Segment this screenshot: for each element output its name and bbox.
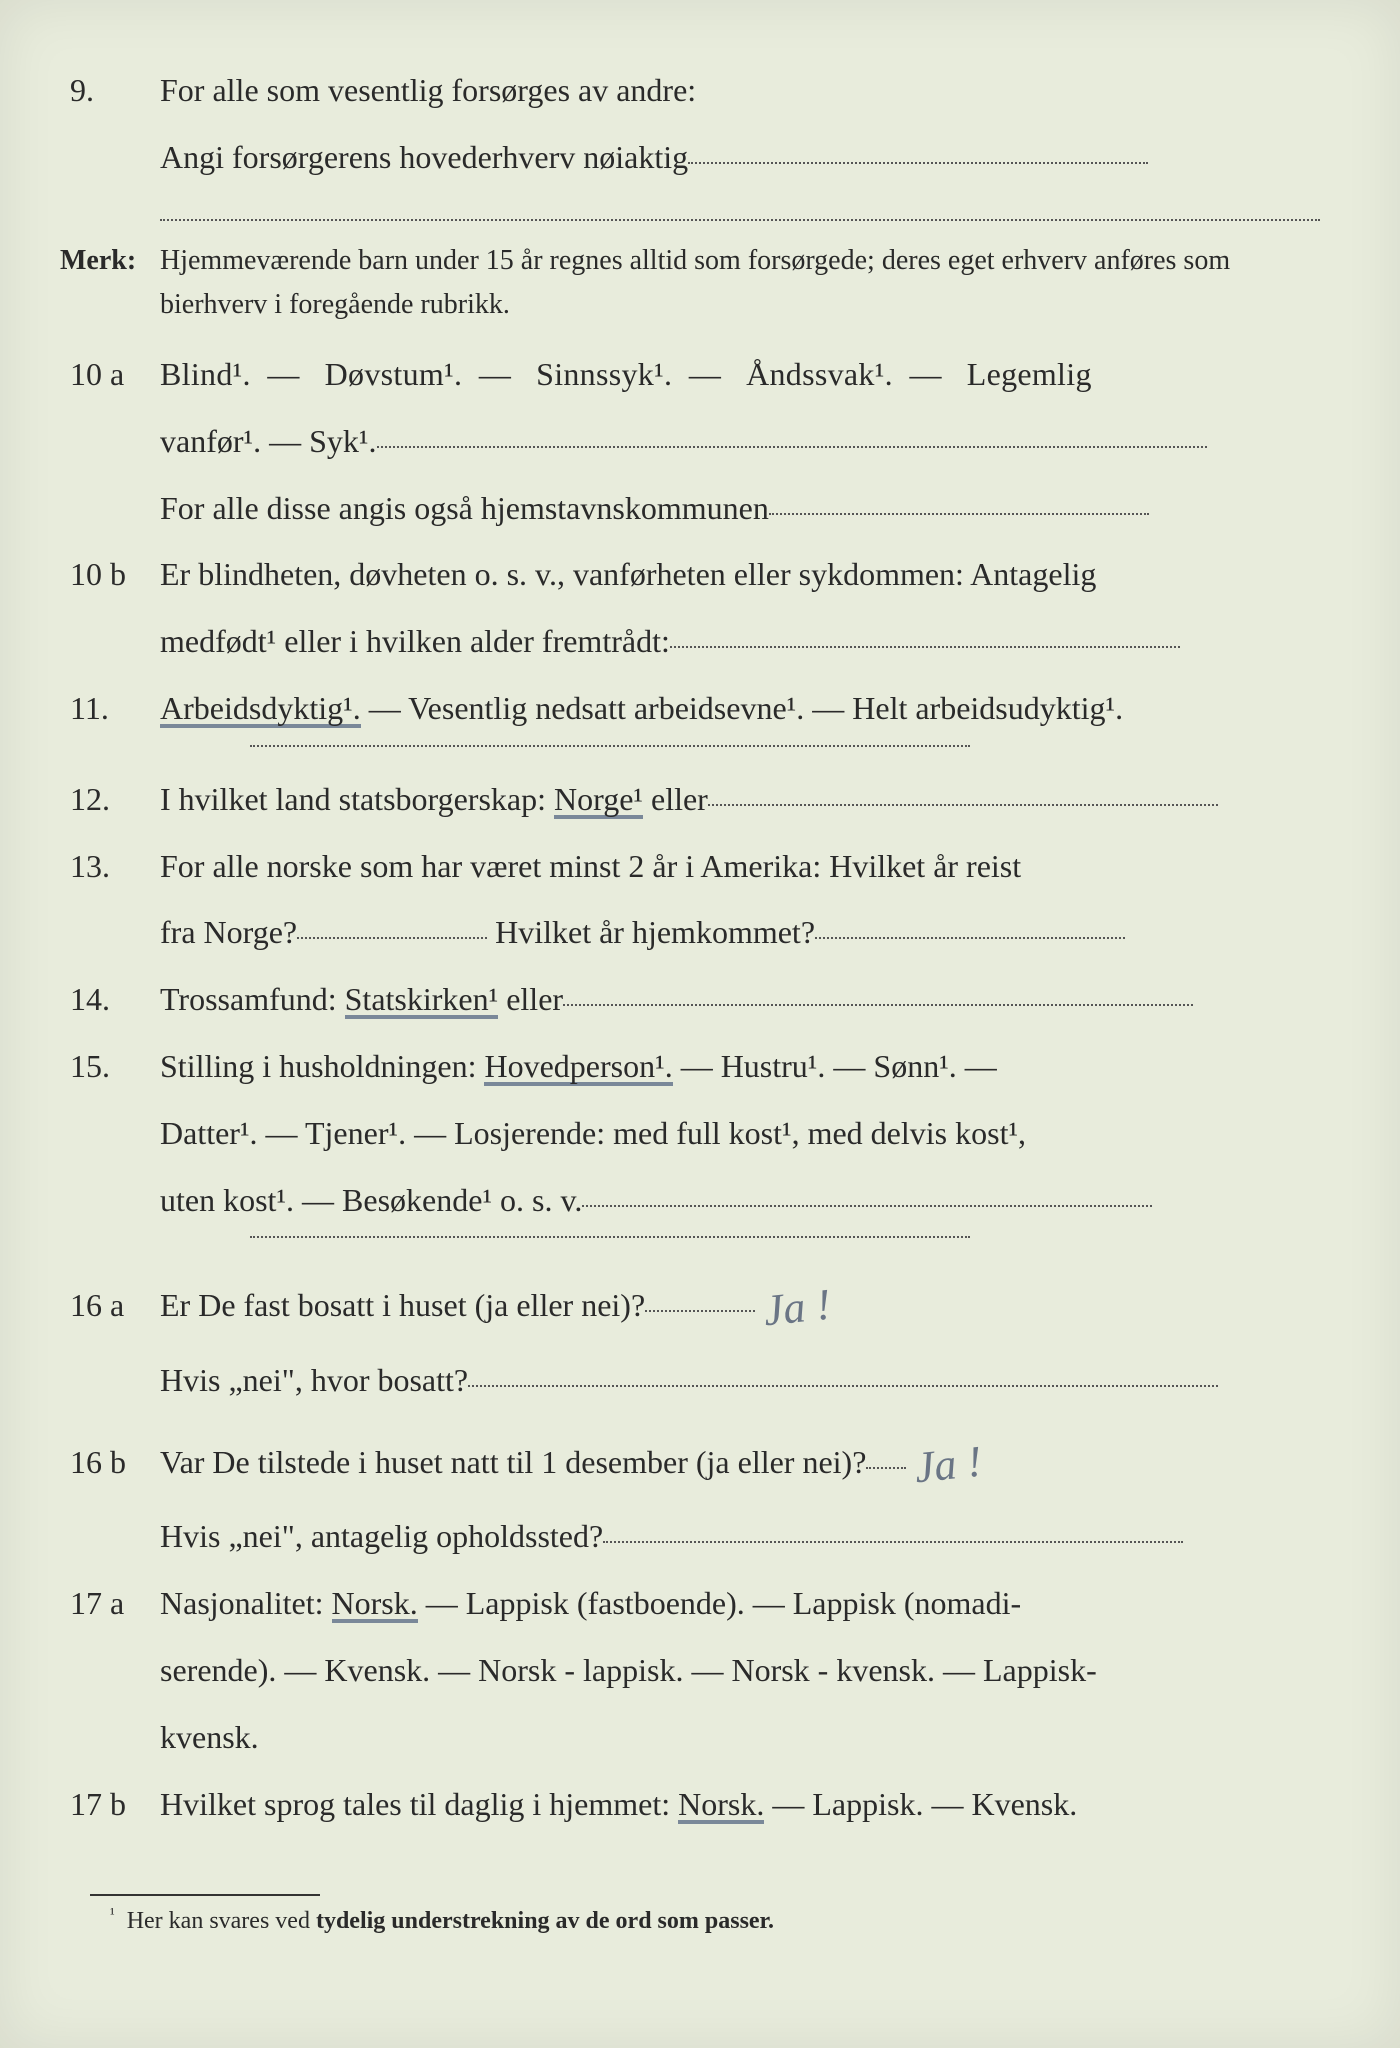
q9-number: 9.: [60, 60, 160, 121]
q10b-text2: medfødt¹ eller i hvilken alder fremtrådt…: [160, 611, 1330, 672]
q12-selected: Norge¹: [554, 783, 643, 819]
q14-line: 14. Trossamfund: Statskirken¹ eller: [60, 969, 1330, 1030]
q16a-line1: 16 a Er De fast bosatt i huset (ja eller…: [60, 1260, 1330, 1344]
q10a-line1: 10 a Blind¹. — Døvstum¹. — Sinnssyk¹. — …: [60, 344, 1330, 405]
q13-text2: fra Norge? Hvilket år hjemkommet?: [160, 902, 1330, 963]
q14-selected: Statskirken¹: [345, 983, 499, 1019]
q17b-content: Hvilket sprog tales til daglig i hjemmet…: [160, 1774, 1330, 1835]
q10a-line3: For alle disse angis også hjemstavnskomm…: [60, 478, 1330, 539]
q17a-number: 17 a: [60, 1573, 160, 1634]
q9-line2: Angi forsørgerens hovederhverv nøiaktig: [60, 127, 1330, 188]
q13-line2: fra Norge? Hvilket år hjemkommet?: [60, 902, 1330, 963]
q10a-number: 10 a: [60, 344, 160, 405]
q10a-line2: vanfør¹. — Syk¹.: [60, 411, 1330, 472]
merk-text: Hjemmeværende barn under 15 år regnes al…: [160, 239, 1330, 326]
q15-line2: Datter¹. — Tjener¹. — Losjerende: med fu…: [60, 1103, 1330, 1164]
q16a-fill-2: [468, 1385, 1218, 1387]
q16b-number: 16 b: [60, 1432, 160, 1493]
q15-text3: uten kost¹. — Besøkende¹ o. s. v.: [160, 1170, 1330, 1231]
q9-fill-line: [688, 162, 1148, 164]
q10a-options: Blind¹. — Døvstum¹. — Sinnssyk¹. — Åndss…: [160, 344, 1330, 405]
q10a-text2: vanfør¹. — Syk¹.: [160, 411, 1330, 472]
q10b-line2: medfødt¹ eller i hvilken alder fremtrådt…: [60, 611, 1330, 672]
merk-note: Merk: Hjemmeværende barn under 15 år reg…: [60, 239, 1330, 326]
q11-number: 11.: [60, 678, 160, 739]
q12-line: 12. I hvilket land statsborgerskap: Norg…: [60, 769, 1330, 830]
q11-selected: Arbeidsdyktig¹.: [160, 692, 361, 728]
q16a-fill-1: [645, 1310, 755, 1312]
q11-line: 11. Arbeidsdyktig¹. — Vesentlig nedsatt …: [60, 678, 1330, 739]
q15-line3: uten kost¹. — Besøkende¹ o. s. v.: [60, 1170, 1330, 1231]
q13-line1: 13. For alle norske som har været minst …: [60, 836, 1330, 897]
q16b-answer: Ja !: [911, 1419, 987, 1509]
q13-number: 13.: [60, 836, 160, 897]
q10a-fill-line-1: [377, 446, 1207, 448]
q14-number: 14.: [60, 969, 160, 1030]
q14-content: Trossamfund: Statskirken¹ eller: [160, 969, 1330, 1030]
merk-label: Merk:: [60, 245, 160, 277]
q10b-number: 10 b: [60, 544, 160, 605]
footnote-marker: ¹: [110, 1906, 115, 1923]
q16b-line1: 16 b Var De tilstede i huset natt til 1 …: [60, 1417, 1330, 1501]
q10a-fill-line-2: [769, 513, 1149, 515]
q15-fill-line: [582, 1205, 1152, 1207]
q16b-content: Var De tilstede i huset natt til 1 desem…: [160, 1417, 1330, 1501]
q9-text2-pre: Angi forsørgerens hovederhverv nøiaktig: [160, 139, 688, 175]
q9-blank-line: [160, 194, 1320, 222]
q13-fill-1: [297, 937, 487, 939]
q10a-text3: For alle disse angis også hjemstavnskomm…: [160, 478, 1330, 539]
q16b-fill-1: [866, 1467, 906, 1469]
q17a-line1: 17 a Nasjonalitet: Norsk. — Lappisk (fas…: [60, 1573, 1330, 1634]
q16a-answer: Ja !: [760, 1263, 836, 1353]
q17a-line2: serende). — Kvensk. — Norsk - lappisk. —…: [60, 1640, 1330, 1701]
q12-fill-line: [708, 804, 1218, 806]
q10b-fill-line: [670, 646, 1180, 648]
q9-line1: 9. For alle som vesentlig forsørges av a…: [60, 60, 1330, 121]
q11-content: Arbeidsdyktig¹. — Vesentlig nedsatt arbe…: [160, 678, 1330, 739]
q16a-line2: Hvis „nei", hvor bosatt?: [60, 1350, 1330, 1411]
footnote-rule: [90, 1894, 320, 1896]
q15-number: 15.: [60, 1036, 160, 1097]
q11-blank-line: [250, 745, 970, 747]
census-form-page: 9. For alle som vesentlig forsørges av a…: [0, 0, 1400, 2048]
q10b-text1: Er blindheten, døvheten o. s. v., vanfør…: [160, 544, 1330, 605]
q11-rest: — Vesentlig nedsatt arbeidsevne¹. — Helt…: [361, 690, 1123, 726]
q13-fill-2: [815, 937, 1125, 939]
q13-text1: For alle norske som har været minst 2 år…: [160, 836, 1330, 897]
q16b-text2: Hvis „nei", antagelig opholdssted?: [160, 1506, 1330, 1567]
q12-content: I hvilket land statsborgerskap: Norge¹ e…: [160, 769, 1330, 830]
q12-number: 12.: [60, 769, 160, 830]
q9-text2: Angi forsørgerens hovederhverv nøiaktig: [160, 127, 1330, 188]
q17b-selected: Norsk.: [678, 1788, 764, 1824]
q17b-line: 17 b Hvilket sprog tales til daglig i hj…: [60, 1774, 1330, 1835]
q9-text1: For alle som vesentlig forsørges av andr…: [160, 60, 1330, 121]
q15-blank-line: [250, 1236, 970, 1238]
q17a-line3: kvensk.: [60, 1707, 1330, 1768]
q16b-line2: Hvis „nei", antagelig opholdssted?: [60, 1506, 1330, 1567]
q16a-number: 16 a: [60, 1275, 160, 1336]
q17a-content1: Nasjonalitet: Norsk. — Lappisk (fastboen…: [160, 1573, 1330, 1634]
q15-text2: Datter¹. — Tjener¹. — Losjerende: med fu…: [160, 1103, 1330, 1164]
q17a-text2: serende). — Kvensk. — Norsk - lappisk. —…: [160, 1640, 1330, 1701]
q15-selected: Hovedperson¹.: [484, 1050, 672, 1086]
q16b-fill-2: [603, 1541, 1183, 1543]
q16a-content: Er De fast bosatt i huset (ja eller nei)…: [160, 1260, 1330, 1344]
q17a-text3: kvensk.: [160, 1707, 1330, 1768]
footnote: ¹ Her kan svares ved tydelig understrekn…: [110, 1906, 1330, 1935]
q17b-number: 17 b: [60, 1774, 160, 1835]
footnote-pre: Her kan svares ved: [127, 1908, 316, 1934]
footnote-bold: tydelig understrekning av de ord som pas…: [316, 1908, 774, 1934]
q15-content1: Stilling i husholdningen: Hovedperson¹. …: [160, 1036, 1330, 1097]
q17a-selected: Norsk.: [332, 1587, 418, 1623]
q10b-line1: 10 b Er blindheten, døvheten o. s. v., v…: [60, 544, 1330, 605]
q16a-text2: Hvis „nei", hvor bosatt?: [160, 1350, 1330, 1411]
q14-fill-line: [563, 1004, 1193, 1006]
q15-line1: 15. Stilling i husholdningen: Hovedperso…: [60, 1036, 1330, 1097]
